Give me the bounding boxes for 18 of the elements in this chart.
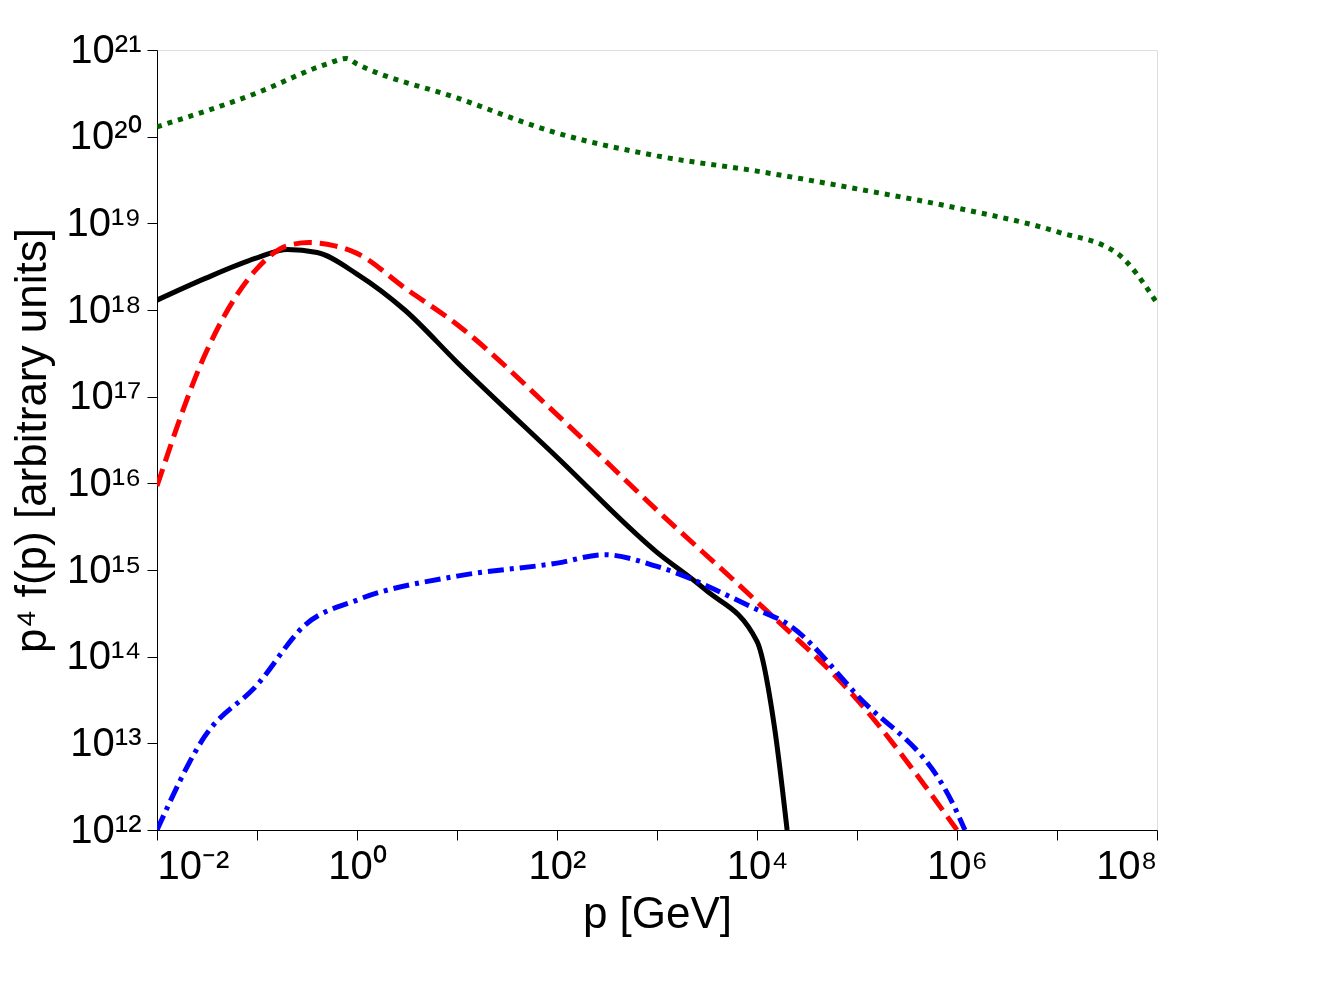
- y-axis-title: p⁴ f(p) [arbitrary units]: [5, 228, 55, 653]
- x-axis-title: p [GeV]: [582, 887, 733, 937]
- x-tick-label: 10⁻²: [157, 842, 230, 887]
- y-tick-label: 10¹⁹: [66, 199, 142, 244]
- y-tick-label: 10¹⁶: [67, 459, 142, 504]
- y-tick-label: 10¹⁷: [69, 373, 142, 418]
- y-tick-label: 10¹⁴: [66, 633, 142, 678]
- y-tick-label: 10¹⁸: [66, 286, 142, 331]
- y-tick-label: 10¹³: [70, 719, 142, 764]
- y-tick-label: 10²¹: [70, 26, 142, 71]
- y-tick-label: 10¹⁵: [67, 546, 142, 591]
- y-tick-label: 10¹²: [70, 806, 142, 851]
- x-tick-label: 10⁶: [927, 842, 988, 887]
- x-tick-label: 10⁰: [328, 842, 387, 887]
- x-tick-label: 10⁴: [726, 842, 789, 887]
- y-tick-label: 10²⁰: [69, 113, 142, 158]
- x-tick-label: 10⁸: [1096, 842, 1158, 887]
- x-tick-label: 10²: [528, 842, 587, 887]
